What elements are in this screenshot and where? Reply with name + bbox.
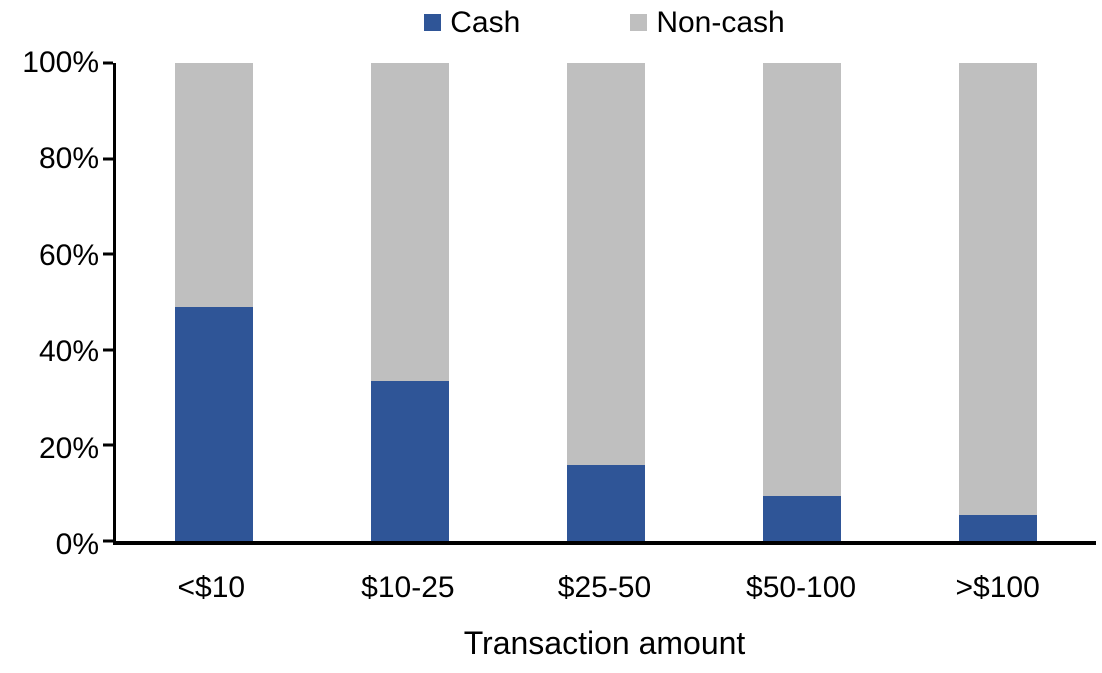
bar-segment-cash-100 <box>959 514 1037 541</box>
legend-item-cash: Cash <box>424 6 520 39</box>
bar-segment-cash-10 <box>175 306 253 541</box>
y-tick-mark-20 <box>103 443 113 447</box>
y-tick-label-0: 0% <box>55 528 99 561</box>
bar-segment-non-cash-100 <box>959 63 1037 515</box>
y-tick-mark-80 <box>103 157 113 161</box>
bar-slot-10 <box>116 63 312 541</box>
y-tick-label-80: 80% <box>38 142 99 176</box>
legend-swatch-cash <box>424 14 442 31</box>
bar-segment-non-cash-10 <box>175 63 253 307</box>
bar-slot-50-100 <box>704 63 900 541</box>
y-tick-mark-0 <box>103 539 113 543</box>
bar-segment-cash-10-25 <box>371 380 449 541</box>
stacked-bar-10 <box>175 63 253 541</box>
legend-label-cash: Cash <box>450 6 521 39</box>
bar-slot-25-50 <box>508 63 704 541</box>
x-tick-label-50-100: $50-100 <box>746 571 857 604</box>
y-axis-tick-labels: 0% 20% 40% 60% 80% 100% <box>0 48 99 560</box>
x-tick-label-10-25: $10-25 <box>361 571 455 604</box>
bars-container <box>116 63 1096 541</box>
y-tick-mark-60 <box>103 252 113 256</box>
legend-label-non-cash: Non-cash <box>656 6 785 39</box>
legend-item-non-cash: Non-cash <box>630 6 785 39</box>
bar-segment-non-cash-50-100 <box>763 63 841 496</box>
x-axis-title: Transaction amount <box>463 625 746 661</box>
bar-slot-100 <box>900 63 1096 541</box>
x-tick-label-25-50: $25-50 <box>557 571 652 604</box>
stacked-bar-25-50 <box>567 63 645 541</box>
plot-area <box>103 61 1096 545</box>
bar-segment-non-cash-10-25 <box>371 63 449 381</box>
x-tick-label-10: <$10 <box>177 571 246 604</box>
stacked-bar-50-100 <box>763 63 841 541</box>
y-tick-label-60: 60% <box>38 238 99 272</box>
y-tick-mark-100 <box>103 61 113 65</box>
x-tick-label-100: >$100 <box>955 571 1040 604</box>
y-tick-label-40: 40% <box>38 335 99 369</box>
y-tick-label-20: 20% <box>38 431 99 465</box>
bar-slot-10-25 <box>312 63 508 541</box>
x-axis-category-labels: <$10 $10-25 $25-50 $50-100 >$100 <box>113 549 1096 603</box>
stacked-bar-10-25 <box>371 63 449 541</box>
chart-legend: Cash Non-cash <box>113 6 1096 39</box>
legend-swatch-non-cash <box>630 14 648 31</box>
stacked-bar-100 <box>959 63 1037 541</box>
y-tick-label-100: 100% <box>22 46 99 79</box>
bar-segment-non-cash-25-50 <box>567 63 645 465</box>
y-tick-mark-40 <box>103 348 113 352</box>
bar-segment-cash-25-50 <box>567 464 645 541</box>
bar-segment-cash-50-100 <box>763 495 841 541</box>
